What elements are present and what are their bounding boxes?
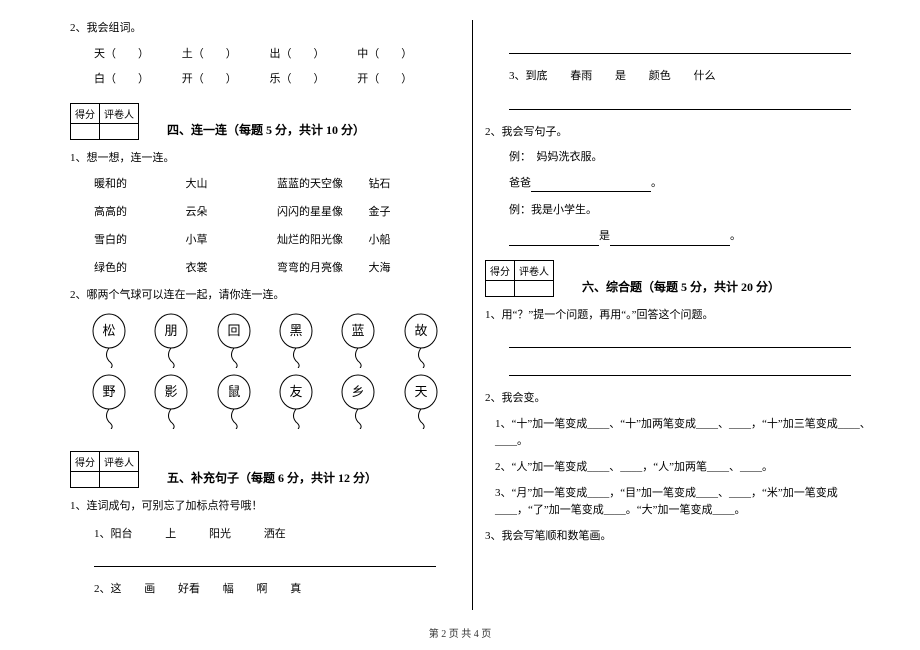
blank-line: [94, 553, 436, 567]
blank-line: [509, 362, 851, 376]
balloon: 回: [214, 313, 254, 368]
blank-line: [509, 334, 851, 348]
svg-text:鼠: 鼠: [227, 384, 240, 399]
balloon: 影: [151, 374, 191, 429]
sec5-r1: 1、阳台 上 阳光 洒在: [70, 526, 460, 544]
blank: [531, 178, 651, 192]
sec6-l2: 2、“人”加一笔变成____、____，“人”加两笔____、____。: [485, 459, 875, 477]
svg-text:乡: 乡: [352, 384, 365, 399]
balloon: 故: [401, 313, 441, 368]
balloon: 蓝: [338, 313, 378, 368]
svg-text:黑: 黑: [290, 323, 303, 338]
sec5-r2: 2、这 画 好看 幅 啊 真: [70, 581, 460, 599]
w2-title: 2、我会写句子。: [485, 124, 875, 142]
sec4-q2: 2、哪两个气球可以连在一起，请你连一连。: [70, 287, 460, 305]
sec5-q1: 1、连词成句，可别忘了加标点符号哦！: [70, 498, 460, 516]
balloon: 朋: [151, 313, 191, 368]
q2-title: 2、我会组词。: [70, 20, 460, 38]
svg-text:松: 松: [103, 323, 116, 338]
q2-row2: 白（ ） 开（ ） 乐（ ） 开（ ）: [70, 71, 460, 89]
section6-title: 六、综合题（每题 5 分，共计 20 分）: [582, 278, 780, 297]
blank: [509, 232, 599, 246]
section4-header: 得分评卷人 四、连一连（每题 5 分，共计 10 分）: [70, 103, 460, 140]
right-column: 3、到底 春雨 是 颜色 什么 2、我会写句子。 例： 妈妈洗衣服。 爸爸。 例…: [473, 20, 875, 610]
section5-title: 五、补充句子（每题 6 分，共计 12 分）: [167, 469, 377, 488]
sec6-q1: 1、用“？”提一个问题，再用“。”回答这个问题。: [485, 307, 875, 325]
w2-ex2: 例：我是小学生。: [485, 202, 875, 220]
section4-title: 四、连一连（每题 5 分，共计 10 分）: [167, 121, 365, 140]
balloon: 野: [89, 374, 129, 429]
svg-text:故: 故: [414, 323, 427, 338]
section5-header: 得分评卷人 五、补充句子（每题 6 分，共计 12 分）: [70, 451, 460, 488]
match-grid: 暖和的大山蓝蓝的天空像钻石 高高的云朵闪闪的星星像金子 雪白的小草灿烂的阳光像小…: [70, 175, 460, 275]
balloon: 松: [89, 313, 129, 368]
balloon: 友: [276, 374, 316, 429]
sec6-l1: 1、“十”加一笔变成____、“十”加两笔变成____、____，“十”加三笔变…: [485, 416, 875, 451]
balloon: 乡: [338, 374, 378, 429]
balloon: 天: [401, 374, 441, 429]
blank-line: [509, 40, 851, 54]
svg-text:朋: 朋: [165, 323, 178, 338]
score-table: 得分评卷人: [485, 260, 554, 297]
svg-text:野: 野: [103, 384, 116, 399]
balloon-row-2: 野 影 鼠 友 乡 天: [70, 374, 460, 429]
balloon: 黑: [276, 313, 316, 368]
balloon: 鼠: [214, 374, 254, 429]
balloon-row-1: 松 朋 回 黑 蓝 故: [70, 313, 460, 368]
w2-ex1: 例： 妈妈洗衣服。: [485, 149, 875, 167]
page-footer: 第 2 页 共 4 页: [0, 625, 920, 640]
svg-text:友: 友: [290, 384, 303, 399]
w2-baba: 爸爸。: [485, 175, 875, 193]
svg-text:蓝: 蓝: [352, 323, 365, 338]
q3-row: 3、到底 春雨 是 颜色 什么: [485, 68, 875, 86]
blank: [610, 232, 730, 246]
sec6-q2: 2、我会变。: [485, 390, 875, 408]
sec6-q3: 3、我会写笔顺和数笔画。: [485, 528, 875, 546]
svg-text:影: 影: [165, 384, 178, 399]
score-table: 得分评卷人: [70, 103, 139, 140]
svg-text:天: 天: [414, 384, 427, 399]
sec4-q1: 1、想一想，连一连。: [70, 150, 460, 168]
left-column: 2、我会组词。 天（ ） 土（ ） 出（ ） 中（ ） 白（ ） 开（ ） 乐（…: [70, 20, 473, 610]
section6-header: 得分评卷人 六、综合题（每题 5 分，共计 20 分）: [485, 260, 875, 297]
q2-row1: 天（ ） 土（ ） 出（ ） 中（ ）: [70, 46, 460, 64]
sec6-l3: 3、“月”加一笔变成____，“目”加一笔变成____、____，“米”加一笔变…: [485, 485, 875, 520]
w2-shi: 是。: [485, 228, 875, 246]
svg-text:回: 回: [227, 323, 240, 338]
blank-line: [509, 96, 851, 110]
score-table: 得分评卷人: [70, 451, 139, 488]
